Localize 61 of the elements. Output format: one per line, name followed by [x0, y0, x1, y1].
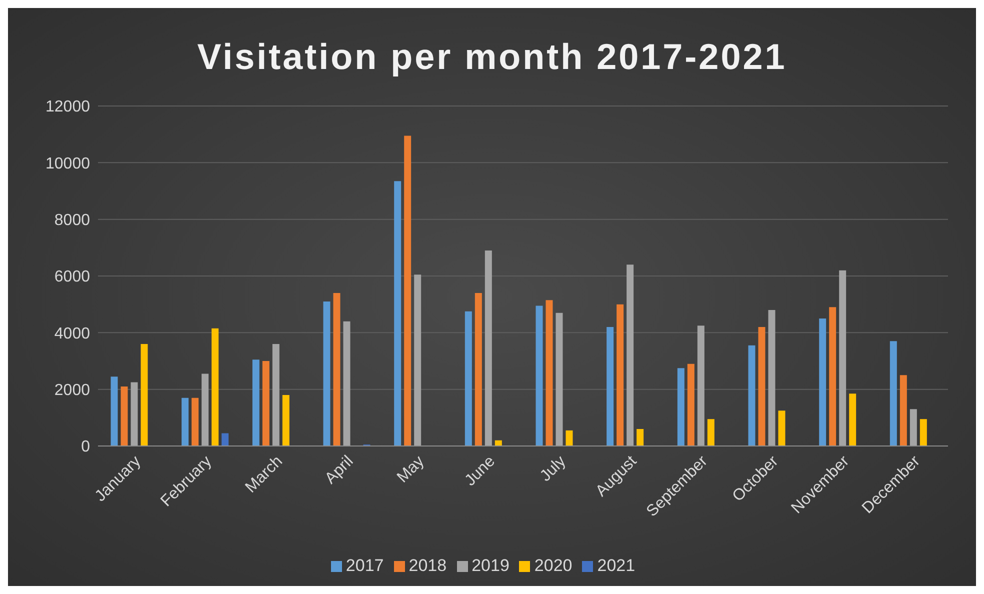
legend-label: 2020 [534, 556, 572, 575]
bar [566, 430, 573, 446]
bar [890, 341, 897, 446]
y-tick-label: 12000 [46, 98, 90, 116]
bar [606, 327, 614, 446]
bar [849, 394, 856, 446]
legend-label: 2021 [597, 556, 636, 575]
bar [182, 398, 189, 446]
bar [464, 311, 472, 446]
bar [202, 374, 209, 446]
bar [910, 409, 917, 446]
bar [839, 270, 846, 446]
bar [404, 136, 412, 446]
y-tick-label: 2000 [54, 382, 90, 400]
bar [343, 321, 350, 446]
bar [130, 382, 138, 446]
bar [920, 419, 927, 446]
bar [768, 310, 776, 446]
bar [323, 302, 330, 446]
bar [778, 410, 786, 446]
bar [536, 306, 543, 446]
bar [697, 326, 704, 446]
bar [819, 318, 826, 446]
legend-label: 2018 [408, 556, 447, 575]
x-tick-label: July [537, 452, 570, 485]
y-tick-label: 8000 [54, 212, 90, 230]
bar [616, 304, 624, 446]
bar [900, 375, 907, 446]
bar [272, 344, 280, 446]
bar [758, 327, 766, 446]
bar [394, 181, 402, 446]
bar [707, 419, 714, 446]
bar [333, 293, 340, 446]
bar [626, 264, 634, 446]
legend-label: 2017 [346, 556, 384, 575]
legend-label: 2019 [472, 556, 510, 575]
y-tick-label: 0 [81, 438, 90, 456]
bar [192, 398, 199, 446]
bar [140, 344, 148, 446]
bar [636, 429, 644, 446]
bar [222, 433, 229, 446]
bar [120, 386, 128, 446]
x-tick-label: May [394, 452, 428, 486]
bar [484, 250, 492, 446]
bar [110, 376, 118, 446]
bar [687, 364, 694, 446]
bar [474, 293, 482, 446]
bar [748, 345, 756, 446]
bar [262, 361, 270, 446]
bar [212, 328, 219, 446]
bar [414, 274, 422, 446]
bar [282, 395, 290, 446]
chart-title: Visitation per month 2017-2021 [196, 35, 788, 79]
y-tick-label: 10000 [46, 155, 90, 172]
bar [546, 300, 553, 446]
bar [556, 312, 563, 446]
bar [252, 360, 260, 446]
y-tick-label: 6000 [54, 268, 90, 286]
y-tick-label: 4000 [54, 325, 90, 342]
bar [829, 307, 836, 446]
bar [677, 368, 684, 446]
